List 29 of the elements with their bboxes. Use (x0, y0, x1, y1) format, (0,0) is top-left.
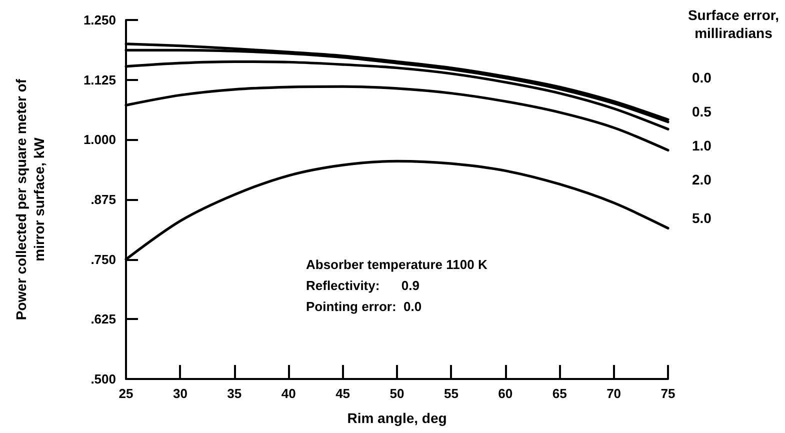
y-tick-label: .875 (90, 192, 116, 207)
x-tick-label: 65 (552, 386, 567, 401)
x-tick-label: 70 (606, 386, 622, 401)
x-tick-label: 35 (227, 386, 242, 401)
text: 0.0 (692, 70, 712, 86)
x-axis-title: Rim angle, deg (347, 410, 447, 426)
y-tick-label: .500 (90, 372, 116, 386)
y-axis-title: Power collected per square meter of mirror surface, kW (13, 78, 47, 320)
x-tick-label: 45 (336, 386, 350, 401)
y-tick-label: .625 (90, 312, 116, 327)
x-tick-label: 55 (444, 386, 458, 401)
y-tick-label: 1.250 (83, 12, 116, 28)
text: 2.0 (692, 172, 712, 188)
x-tick-label: 50 (390, 386, 404, 401)
x-tick-label: 60 (498, 386, 513, 401)
series-label: 5.0 (692, 210, 712, 226)
legend-title: Surface error, milliradians (688, 7, 780, 41)
annotation: Absorber temperature 1100 K (306, 257, 488, 272)
annotation: Pointing error: 0.0 (306, 299, 422, 314)
x-tick-label: 30 (172, 386, 188, 401)
y-tick-label: 1.000 (83, 132, 116, 148)
annotation: Reflectivity: 0.9 (306, 278, 420, 293)
x-tick-label: 25 (118, 386, 134, 401)
y-tick-label: .750 (90, 252, 116, 267)
x-tick-label: 40 (281, 386, 296, 401)
series-label: 1.0 (692, 138, 712, 154)
y-tick-label: 1.125 (83, 72, 116, 88)
x-tick-label: 75 (660, 386, 676, 401)
series-label: 0.5 (692, 104, 712, 120)
